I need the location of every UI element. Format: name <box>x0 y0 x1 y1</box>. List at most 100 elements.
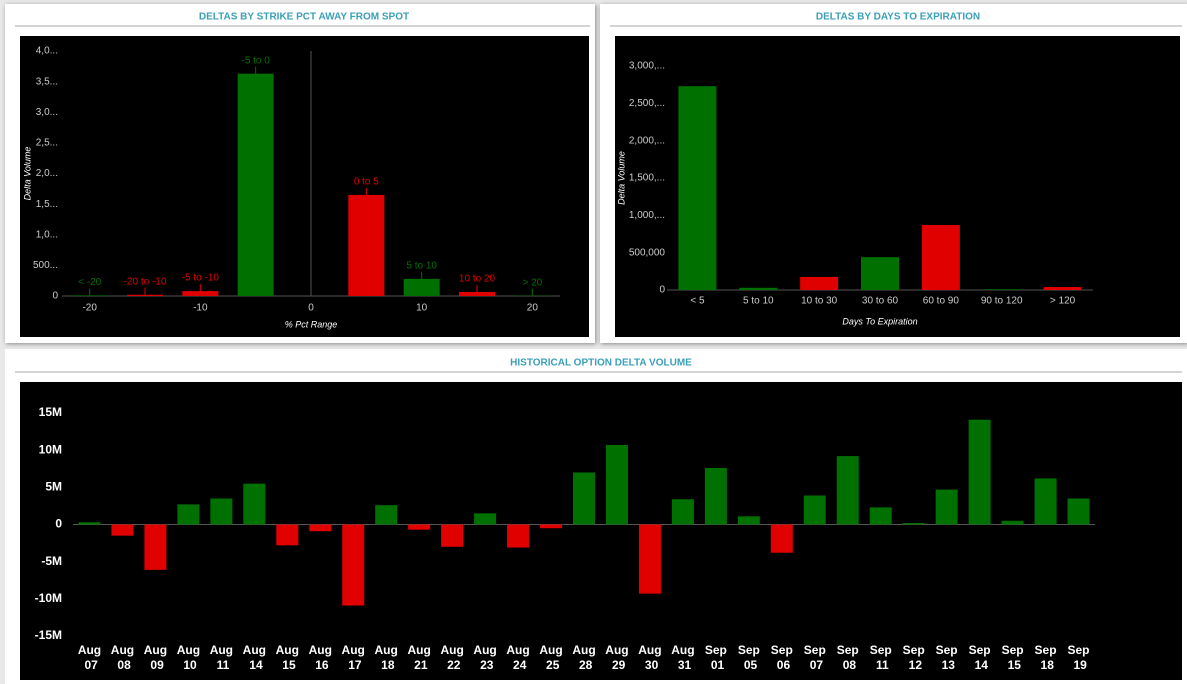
x-tick-label: Sep 13 <box>936 643 958 672</box>
y-tick-label: -5M <box>41 554 62 568</box>
bar <box>800 276 839 290</box>
bar <box>111 524 134 536</box>
chart-title: DELTAS BY DAYS TO EXPIRATION <box>816 12 980 23</box>
plot-background <box>20 382 1182 680</box>
x-tick-label: 10 <box>416 303 428 314</box>
x-tick-label: < 5 <box>690 296 705 307</box>
x-tick-label: 20 <box>527 303 539 314</box>
bar <box>71 295 108 296</box>
data-label: 10 to 20 <box>459 274 496 285</box>
bar <box>638 524 661 594</box>
y-axis-label: Delta Volume <box>22 147 32 201</box>
x-tick-label: Aug 29 <box>605 643 628 672</box>
y-tick-label: 2,0... <box>36 168 58 179</box>
x-tick-label: Sep 05 <box>738 643 760 672</box>
y-tick-label: 3,0... <box>36 107 58 118</box>
y-tick-label: 4,0... <box>36 46 58 57</box>
x-tick-label: Aug 09 <box>144 643 167 672</box>
x-tick-label: Sep 19 <box>1068 643 1090 672</box>
bar <box>836 456 859 525</box>
bar <box>737 516 760 525</box>
data-label: < -20 <box>78 277 102 288</box>
x-tick-label: Sep 14 <box>969 643 991 672</box>
bar <box>507 524 530 548</box>
bar <box>237 73 274 296</box>
bar <box>1043 287 1082 290</box>
x-tick-label: Sep 07 <box>804 643 826 672</box>
y-tick-label: 3,000,... <box>629 61 665 72</box>
x-tick-label: Aug 18 <box>375 643 398 672</box>
y-tick-label: 2,500,... <box>629 98 665 109</box>
x-tick-label: 0 <box>308 303 314 314</box>
x-tick-label: Aug 16 <box>309 643 332 672</box>
bar <box>968 419 991 525</box>
y-tick-label: 0 <box>52 291 58 302</box>
bar <box>403 278 440 296</box>
bar <box>861 257 899 290</box>
y-tick-label: 0 <box>55 517 62 531</box>
data-label: 0 to 5 <box>354 177 379 188</box>
x-tick-label: Aug 22 <box>440 643 463 672</box>
x-tick-label: Aug 15 <box>276 643 299 672</box>
x-tick-label: Sep 01 <box>705 643 727 672</box>
x-tick-label: Aug 14 <box>243 643 266 672</box>
y-axis-label: Delta Volume <box>616 151 626 205</box>
data-label: -20 to -10 <box>124 276 167 287</box>
x-tick-label: Aug 25 <box>539 643 562 672</box>
x-tick-label: Aug 28 <box>572 643 595 672</box>
y-tick-label: 1,5... <box>36 199 58 210</box>
bar <box>342 524 365 606</box>
bar <box>1034 478 1057 525</box>
y-tick-label: 10M <box>39 442 62 456</box>
bar <box>573 472 595 525</box>
y-tick-label: 5M <box>45 480 62 494</box>
x-axis-label: % Pct Range <box>285 319 338 329</box>
bar <box>803 495 826 525</box>
data-label: -5 to -10 <box>182 273 220 284</box>
bar <box>671 499 694 525</box>
x-axis-label: Days To Expiration <box>842 316 917 326</box>
bar <box>144 524 167 570</box>
y-tick-label: 1,0... <box>36 229 58 240</box>
data-label: 5 to 10 <box>406 260 437 271</box>
x-tick-label: Sep 18 <box>1035 643 1057 672</box>
bar <box>276 524 299 546</box>
bar <box>921 225 960 290</box>
bar <box>210 498 233 525</box>
x-tick-label: Sep 06 <box>771 643 793 672</box>
chart-title: HISTORICAL OPTION DELTA VOLUME <box>510 358 692 369</box>
bar <box>474 513 497 525</box>
y-tick-label: 500... <box>33 260 58 271</box>
bar <box>459 292 495 296</box>
x-tick-label: Aug 21 <box>407 643 430 672</box>
bar <box>1067 498 1090 525</box>
bar <box>375 505 398 525</box>
bar <box>605 444 628 525</box>
y-tick-label: 2,000,... <box>629 135 665 146</box>
x-tick-label: Aug 17 <box>342 643 365 672</box>
x-tick-label: -10 <box>193 303 208 314</box>
x-tick-label: Aug 10 <box>177 643 200 672</box>
bar <box>408 524 431 530</box>
y-tick-label: 2,5... <box>36 138 58 149</box>
x-tick-label: Aug 07 <box>78 643 101 672</box>
bar <box>78 522 101 525</box>
bar <box>935 489 958 525</box>
y-tick-label: -10M <box>35 591 62 605</box>
x-tick-label: > 120 <box>1050 296 1076 307</box>
x-tick-label: 90 to 120 <box>981 296 1023 307</box>
y-tick-label: 500,000 <box>629 247 666 258</box>
bar <box>739 287 778 290</box>
x-tick-label: Sep 08 <box>837 643 859 672</box>
x-tick-label: Aug 24 <box>506 643 529 672</box>
bar <box>902 523 925 525</box>
y-tick-label: 1,500,... <box>629 173 665 184</box>
chart-title: DELTAS BY STRIKE PCT AWAY FROM SPOT <box>199 12 409 23</box>
bar <box>770 524 793 553</box>
x-tick-label: Aug 11 <box>210 643 233 672</box>
bar <box>441 524 464 547</box>
bar <box>704 468 727 525</box>
x-tick-label: Sep 11 <box>870 643 892 672</box>
